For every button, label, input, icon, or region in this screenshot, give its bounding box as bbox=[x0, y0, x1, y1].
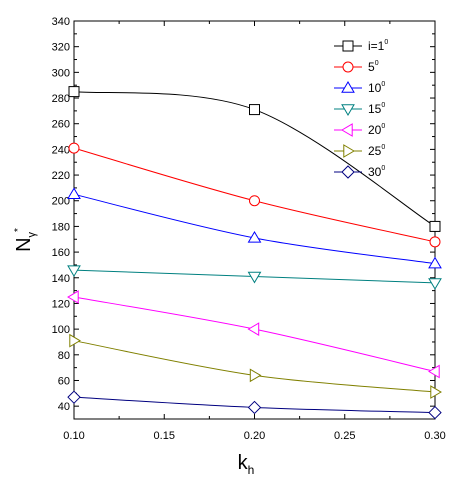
axis-ticks: 40 60 80 100 120 140 160 180 200 220 240 260 280 300 3… bbox=[52, 16, 446, 442]
legend-item: 250 bbox=[334, 144, 385, 158]
series-triangle-left bbox=[67, 290, 440, 379]
series-square bbox=[68, 86, 441, 232]
marker-square bbox=[68, 86, 80, 98]
legend-label: 100 bbox=[368, 81, 385, 95]
marker-triangle-left bbox=[67, 290, 79, 304]
x-tick-label: 0.30 bbox=[424, 430, 445, 442]
series-diamond bbox=[67, 390, 442, 420]
legend-item: 300 bbox=[334, 165, 385, 179]
series-line bbox=[73, 147, 436, 243]
y-tick-label: 180 bbox=[52, 221, 70, 233]
marker-triangle-up bbox=[247, 230, 262, 243]
legend-label: 300 bbox=[368, 165, 385, 179]
marker-triangle-left bbox=[341, 123, 353, 137]
marker-triangle-right bbox=[69, 333, 81, 348]
legend-label: i=10 bbox=[368, 39, 388, 53]
x-tick-label: 0.25 bbox=[334, 430, 355, 442]
marker-square bbox=[249, 104, 260, 116]
marker-triangle-down bbox=[247, 271, 262, 284]
marker-diamond bbox=[428, 405, 442, 420]
y-tick-label: 320 bbox=[52, 42, 70, 54]
legend-item: 200 bbox=[334, 123, 385, 137]
marker-triangle-down bbox=[67, 265, 81, 278]
y-tick-label: 120 bbox=[52, 298, 70, 310]
y-tick-label: 300 bbox=[52, 67, 70, 79]
x-tick-label: 0.10 bbox=[63, 430, 84, 442]
series-triangle-up bbox=[67, 187, 442, 269]
y-tick-label: 340 bbox=[52, 16, 70, 28]
marker-triangle-right bbox=[249, 368, 262, 383]
legend-item: 50 bbox=[334, 60, 379, 74]
y-tick-label: 160 bbox=[52, 247, 70, 259]
series-line bbox=[73, 296, 436, 372]
legend-label: 200 bbox=[368, 123, 385, 137]
x-axis-title: kh bbox=[238, 452, 255, 477]
y-tick-label: 240 bbox=[52, 144, 70, 156]
marker-triangle-right bbox=[430, 385, 442, 399]
y-tick-label: 260 bbox=[52, 119, 70, 131]
y-tick-label: 280 bbox=[52, 93, 70, 105]
marker-triangle-right bbox=[343, 144, 355, 158]
legend-label: 150 bbox=[368, 102, 385, 116]
marker-triangle-left bbox=[247, 322, 260, 337]
series-triangle-down bbox=[67, 265, 442, 290]
x-tick-label: 0.20 bbox=[244, 430, 265, 442]
legend-label: 50 bbox=[368, 60, 379, 74]
marker-triangle-down bbox=[341, 104, 355, 116]
marker-triangle-left bbox=[428, 364, 440, 379]
y-tick-label: 100 bbox=[52, 324, 70, 336]
marker-circle bbox=[68, 142, 80, 154]
marker-square bbox=[342, 40, 354, 52]
y-tick-label: 140 bbox=[52, 273, 70, 285]
y-tick-label: 40 bbox=[58, 401, 70, 413]
marker-triangle-down bbox=[428, 278, 442, 290]
y-tick-label: 220 bbox=[52, 170, 70, 182]
y-tick-label: 60 bbox=[58, 375, 70, 387]
y-axis-title: Nγ* bbox=[13, 228, 38, 252]
series-circle bbox=[68, 142, 441, 248]
legend: i=10 50 100 150 200 250 300 bbox=[334, 39, 388, 179]
marker-diamond bbox=[247, 400, 262, 415]
marker-circle bbox=[342, 61, 354, 73]
y-tick-label: 200 bbox=[52, 196, 70, 208]
marker-triangle-up bbox=[341, 81, 355, 93]
marker-triangle-up bbox=[67, 187, 81, 200]
legend-item: 150 bbox=[334, 102, 385, 116]
marker-diamond bbox=[67, 390, 81, 404]
y-tick-label: 80 bbox=[58, 350, 70, 362]
marker-circle bbox=[249, 195, 260, 207]
legend-item: 100 bbox=[334, 81, 385, 95]
marker-circle bbox=[429, 236, 441, 248]
series-line bbox=[73, 340, 436, 393]
legend-label: 250 bbox=[368, 144, 385, 158]
series-triangle-right bbox=[69, 333, 442, 399]
legend-item: i=10 bbox=[334, 39, 388, 53]
marker-diamond bbox=[341, 165, 355, 179]
marker-square bbox=[429, 220, 441, 232]
marker-triangle-up bbox=[428, 256, 442, 269]
data-series bbox=[67, 86, 442, 420]
x-tick-label: 0.15 bbox=[154, 430, 175, 442]
